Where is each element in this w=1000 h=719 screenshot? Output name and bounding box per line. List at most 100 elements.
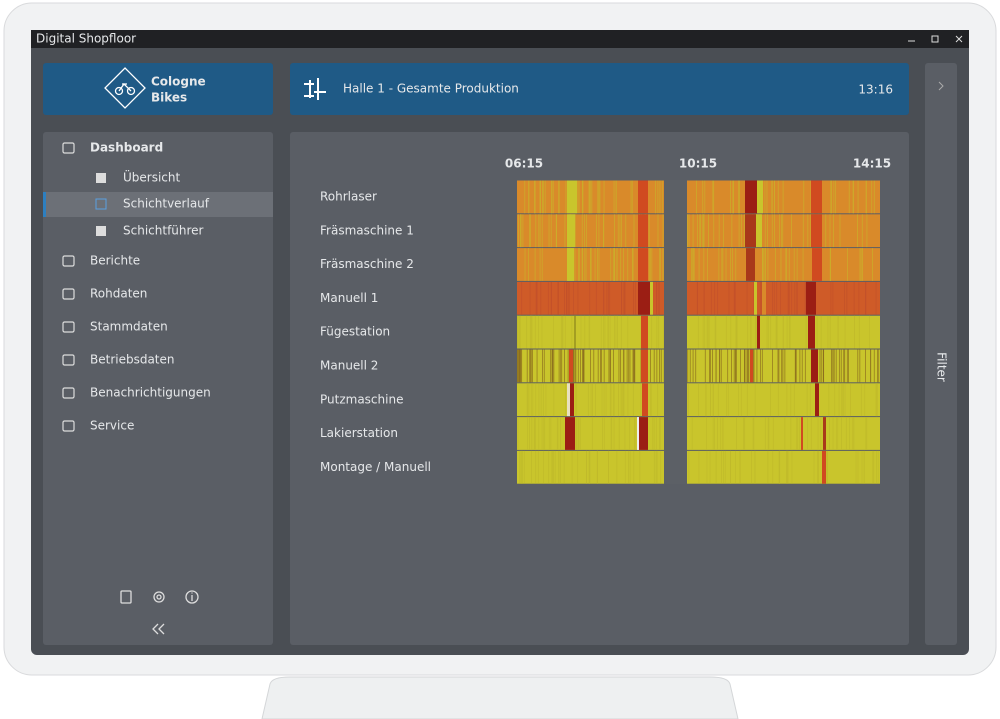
timeline-event <box>638 281 650 315</box>
sidebar-footer-icons[interactable] <box>120 590 199 635</box>
timeline-stripe <box>734 281 736 315</box>
timeline-stripe <box>566 281 568 315</box>
timeline-stripe <box>731 349 732 383</box>
timeline-stripe <box>656 315 658 349</box>
timeline-stripe <box>580 315 582 349</box>
timeline-stripe <box>601 383 603 417</box>
timeline-stripe <box>777 349 779 383</box>
timeline-stripe <box>520 214 522 248</box>
timeline-stripe <box>602 417 603 450</box>
nav-item[interactable]: Betriebsdaten <box>90 353 175 367</box>
timeline-segment <box>687 180 880 214</box>
timeline-stripe <box>744 417 746 450</box>
timeline-stripe <box>708 315 710 349</box>
timeline-stripe <box>650 383 652 417</box>
timeline-stripe <box>547 281 549 315</box>
timeline-stripe <box>521 349 523 383</box>
timeline-stripe <box>732 180 734 214</box>
timeline-event <box>757 315 760 349</box>
timeline-stripe <box>598 214 600 248</box>
timeline-stripe <box>744 214 745 248</box>
timeline-stripe <box>737 180 739 214</box>
nav-item[interactable]: Stammdaten <box>90 320 168 334</box>
timeline-stripe <box>609 315 611 349</box>
nav-subitem[interactable]: Schichtführer <box>123 224 204 238</box>
timeline-stripe <box>604 315 606 349</box>
timeline-stripe <box>791 281 793 315</box>
timeline-stripe <box>859 349 861 383</box>
timeline-stripe <box>832 214 834 248</box>
nav-item[interactable]: Rohdaten <box>90 287 147 301</box>
timeline-stripe <box>624 281 626 315</box>
timeline-stripe <box>752 417 754 450</box>
timeline-stripe <box>697 281 698 315</box>
timeline-stripe <box>534 315 536 349</box>
timeline-stripe <box>659 417 661 450</box>
timeline-stripe <box>831 349 833 383</box>
timeline-stripe <box>743 417 745 450</box>
filter-strip[interactable] <box>925 63 957 645</box>
timeline-stripe <box>782 315 784 349</box>
timeline-stripe <box>590 180 592 214</box>
timeline-stripe <box>539 180 541 214</box>
timeline-stripe <box>780 248 782 281</box>
timeline-stripe <box>581 214 583 248</box>
timeline-stripe <box>730 315 732 349</box>
timeline-stripe <box>630 180 632 214</box>
timeline-stripe <box>582 248 584 281</box>
nav-subitem[interactable]: Schichtverlauf <box>123 197 210 211</box>
timeline-stripe <box>526 349 528 383</box>
timeline-stripe <box>571 315 573 349</box>
timeline-stripe <box>657 214 659 248</box>
timeline-stripe <box>775 248 776 281</box>
timeline-stripe <box>801 349 803 383</box>
timeline-stripe <box>530 383 532 417</box>
timeline-event <box>567 248 574 281</box>
timeline-stripe <box>782 349 784 383</box>
timeline-stripe <box>531 315 533 349</box>
nav-item[interactable]: Benachrichtigungen <box>90 386 211 400</box>
timeline-stripe <box>718 248 720 281</box>
timeline-stripe <box>688 214 690 248</box>
expand-arrow[interactable] <box>938 81 944 91</box>
timeline-stripe <box>875 281 877 315</box>
timeline-stripe <box>703 214 705 248</box>
timeline-stripe <box>590 383 592 417</box>
timeline-stripe <box>702 315 704 349</box>
timeline-stripe <box>622 383 624 417</box>
timeline-stripe <box>655 417 657 450</box>
timeline-stripe <box>818 450 819 484</box>
timeline-stripe <box>826 450 828 484</box>
timeline-stripe <box>796 281 798 315</box>
timeline-stripe <box>563 450 565 484</box>
timeline-stripe <box>658 349 660 383</box>
nav-item[interactable]: Berichte <box>90 254 140 268</box>
timeline-stripe <box>754 383 756 417</box>
row-label: Rohrlaser <box>320 190 377 204</box>
timeline-stripe <box>822 349 824 383</box>
nav-item[interactable]: Service <box>90 419 134 433</box>
timeline-stripe <box>806 383 808 417</box>
timeline-stripe <box>535 450 537 484</box>
timeline-stripe <box>535 417 536 450</box>
filter-label[interactable]: Filter <box>935 352 949 382</box>
timeline-stripe <box>655 450 657 484</box>
timeline-stripe <box>695 349 697 383</box>
timeline-stripe <box>795 349 797 383</box>
nav-item[interactable]: Dashboard <box>90 141 163 155</box>
timeline-stripe <box>710 383 711 417</box>
nav-subitem[interactable]: Übersicht <box>123 169 181 185</box>
timeline-stripe <box>659 417 661 450</box>
timeline-stripe <box>844 281 845 315</box>
timeline-stripe <box>620 383 622 417</box>
timeline-stripe <box>770 383 771 417</box>
window-controls[interactable] <box>908 35 963 43</box>
timeline-stripe <box>724 450 726 484</box>
timeline-stripe <box>786 248 788 281</box>
timeline-stripe <box>830 180 832 214</box>
timeline-stripe <box>528 383 530 417</box>
timeline-stripe <box>873 450 875 484</box>
timeline-stripe <box>536 281 538 315</box>
timeline-event <box>746 248 755 281</box>
timeline-stripe <box>784 417 786 450</box>
